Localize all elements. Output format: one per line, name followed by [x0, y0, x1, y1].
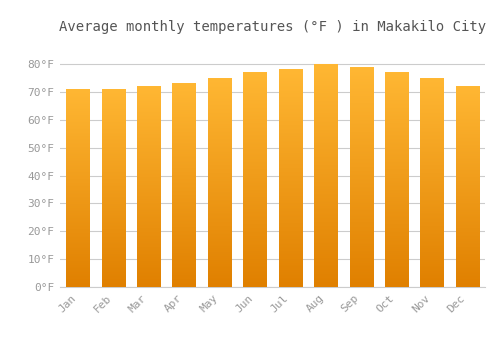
- Bar: [278, 70, 301, 287]
- Bar: [137, 86, 160, 287]
- Bar: [244, 73, 266, 287]
- Bar: [456, 86, 479, 287]
- Bar: [314, 64, 337, 287]
- Title: Average monthly temperatures (°F ) in Makakilo City: Average monthly temperatures (°F ) in Ma…: [59, 20, 486, 34]
- Bar: [420, 78, 444, 287]
- Bar: [350, 67, 372, 287]
- Bar: [66, 89, 89, 287]
- Bar: [385, 73, 408, 287]
- Bar: [172, 84, 196, 287]
- Bar: [102, 89, 124, 287]
- Bar: [208, 78, 231, 287]
